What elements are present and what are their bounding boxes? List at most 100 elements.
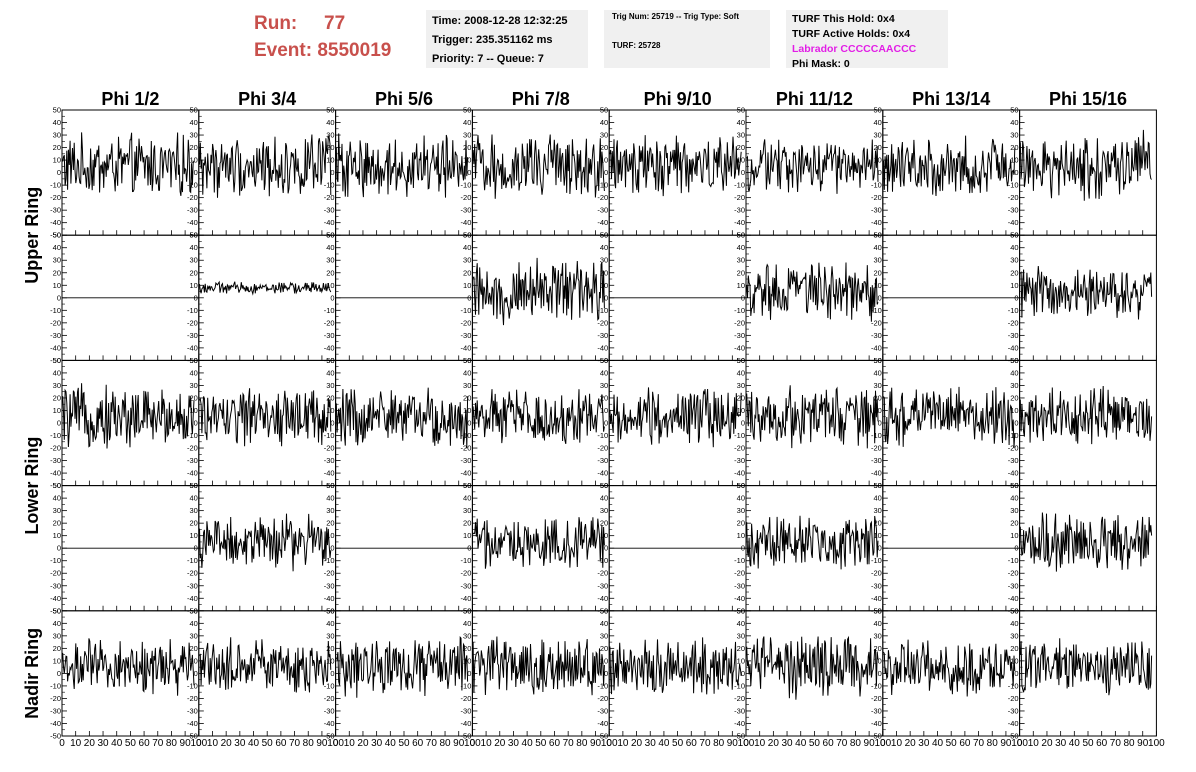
y-tick-label: 30 (53, 256, 61, 265)
x-tick-label: 80 (1123, 738, 1135, 749)
waveform-trace (1019, 638, 1153, 696)
x-tick-label: 30 (1055, 738, 1067, 749)
y-tick-label: 30 (189, 256, 197, 265)
y-tick-label: -20 (1008, 193, 1019, 202)
y-tick-label: -40 (1008, 343, 1019, 352)
y-tick-label: 50 (1010, 356, 1018, 365)
run-value: 77 (324, 13, 346, 34)
y-tick-label: -40 (187, 218, 198, 227)
y-tick-label: -50 (50, 356, 61, 365)
y-tick-label: -30 (187, 206, 198, 215)
y-tick-label: -30 (324, 706, 335, 715)
y-tick-label: -10 (324, 556, 335, 565)
x-tick-label: 50 (535, 738, 547, 749)
y-tick-label: -40 (1008, 719, 1019, 728)
y-tick-label: 10 (1010, 406, 1018, 415)
y-tick-label: -10 (734, 681, 745, 690)
y-tick-label: 10 (873, 656, 881, 665)
y-tick-label: 0 (741, 168, 745, 177)
x-tick-label: 70 (289, 738, 301, 749)
column-title: Phi 13/14 (912, 89, 990, 109)
y-tick-label: 40 (873, 619, 881, 628)
y-tick-label: 0 (194, 669, 198, 678)
y-tick-label: -30 (597, 581, 608, 590)
y-tick-label: -10 (187, 306, 198, 315)
y-tick-label: -30 (187, 581, 198, 590)
y-tick-label: 30 (873, 631, 881, 640)
y-tick-label: -40 (187, 719, 198, 728)
y-tick-label: 40 (326, 494, 334, 503)
y-tick-label: 10 (463, 406, 471, 415)
y-tick-label: 10 (189, 156, 197, 165)
event-label: Event: (254, 40, 313, 61)
x-tick-label: 50 (946, 738, 958, 749)
y-tick-label: 0 (57, 168, 61, 177)
priority-text: Priority: 7 -- Queue: 7 (432, 53, 544, 65)
waveform-trace (883, 135, 1016, 197)
y-tick-label: -20 (597, 444, 608, 453)
y-tick-label: 30 (1010, 381, 1018, 390)
y-tick-label: 10 (737, 656, 745, 665)
y-tick-label: 50 (1010, 606, 1018, 615)
y-tick-label: -40 (597, 343, 608, 352)
y-tick-label: -10 (324, 306, 335, 315)
y-tick-label: -20 (50, 444, 61, 453)
y-tick-label: 0 (57, 419, 61, 428)
y-tick-label: -50 (50, 231, 61, 240)
y-tick-label: -40 (871, 594, 882, 603)
y-tick-label: 40 (463, 494, 471, 503)
y-tick-label: 50 (737, 606, 745, 615)
panel-frame (608, 610, 747, 737)
y-tick-label: 20 (873, 393, 881, 402)
y-tick-label: 40 (1010, 494, 1018, 503)
run-label: Run: (254, 13, 298, 34)
waveform-trace (609, 387, 742, 448)
x-tick-label: 10 (617, 738, 629, 749)
waveform-trace (609, 637, 742, 695)
x-tick-label: 80 (576, 738, 588, 749)
x-tick-label: 60 (823, 738, 835, 749)
y-tick-label: -40 (461, 218, 472, 227)
y-tick-label: 0 (741, 669, 745, 678)
y-tick-label: -30 (324, 456, 335, 465)
x-tick-label: 50 (262, 738, 274, 749)
waveform-trace (62, 383, 195, 449)
y-tick-label: -20 (461, 569, 472, 578)
y-tick-label: -30 (50, 581, 61, 590)
y-tick-label: 0 (741, 419, 745, 428)
x-tick-label: 30 (781, 738, 793, 749)
y-tick-label: 20 (737, 143, 745, 152)
y-tick-label: 50 (737, 231, 745, 240)
x-tick-label: 100 (1011, 738, 1028, 749)
y-tick-label: 40 (189, 243, 197, 252)
y-tick-label: 0 (194, 293, 198, 302)
y-tick-label: 20 (53, 143, 61, 152)
waveform-trace (199, 388, 332, 447)
y-tick-label: 50 (737, 481, 745, 490)
y-tick-label: 50 (737, 106, 745, 115)
x-tick-label: 30 (371, 738, 383, 749)
y-tick-label: 30 (189, 631, 197, 640)
y-tick-label: 10 (53, 281, 61, 290)
turf-info-box: TURF This Hold: 0x4 TURF Active Holds: 0… (786, 10, 948, 70)
y-tick-label: -10 (1008, 681, 1019, 690)
x-tick-label: 30 (97, 738, 109, 749)
y-tick-label: 30 (53, 631, 61, 640)
y-tick-label: 50 (326, 356, 334, 365)
y-tick-label: 30 (737, 506, 745, 515)
y-tick-label: -40 (324, 343, 335, 352)
x-tick-label: 40 (522, 738, 534, 749)
ring-label: Upper Ring (22, 187, 42, 284)
y-tick-label: 20 (326, 268, 334, 277)
column-title: Phi 9/10 (644, 89, 712, 109)
panel-frame (1019, 234, 1157, 361)
y-tick-label: 20 (189, 644, 197, 653)
y-tick-label: 50 (463, 231, 471, 240)
y-tick-label: 10 (737, 531, 745, 540)
y-tick-label: 10 (600, 531, 608, 540)
y-tick-label: -20 (734, 318, 745, 327)
x-tick-label: 40 (385, 738, 397, 749)
waveform-trace (1019, 265, 1153, 320)
panel-frame (882, 610, 1021, 737)
y-tick-label: 0 (330, 419, 334, 428)
